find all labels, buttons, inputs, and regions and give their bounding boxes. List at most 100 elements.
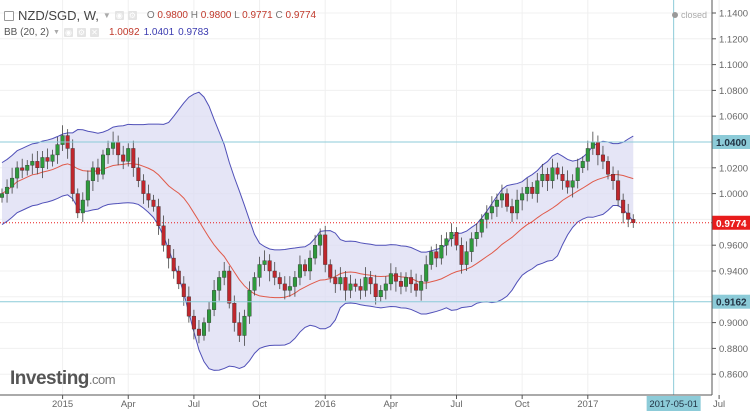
candle bbox=[55, 136, 60, 164]
eye-icon[interactable]: ◉ bbox=[114, 11, 124, 20]
y-tick-label: 1.1200 bbox=[719, 34, 748, 45]
candle bbox=[156, 198, 161, 235]
candle-body bbox=[212, 290, 217, 310]
candle-body bbox=[449, 232, 454, 239]
price-label: 0.9162 bbox=[716, 298, 747, 309]
candle-body bbox=[338, 277, 343, 285]
candle-body bbox=[515, 199, 520, 214]
open-label: O bbox=[146, 10, 155, 21]
candle-body bbox=[606, 161, 611, 175]
bb-upper-value: 1.0401 bbox=[143, 27, 175, 38]
candle bbox=[454, 227, 459, 251]
candle bbox=[348, 274, 353, 299]
candle bbox=[479, 214, 484, 238]
candle bbox=[196, 320, 201, 344]
open-value: 0.9800 bbox=[157, 10, 188, 21]
collapse-icon[interactable] bbox=[4, 10, 14, 21]
eye-icon[interactable]: ◉ bbox=[63, 28, 73, 37]
candle bbox=[252, 272, 257, 296]
bb-basis-value: 1.0092 bbox=[108, 27, 140, 38]
candle-body bbox=[20, 167, 25, 171]
candle bbox=[505, 188, 510, 212]
chart-legend: NZD/SGD, W, ▼ ◉ ⚙ O 0.9800 H 0.9800 L 0.9… bbox=[4, 8, 316, 23]
candle bbox=[100, 149, 105, 180]
chevron-down-icon[interactable]: ▼ bbox=[102, 11, 111, 20]
y-tick-label: 0.9000 bbox=[719, 318, 748, 329]
candle-body bbox=[565, 180, 570, 188]
candle-body bbox=[368, 277, 373, 285]
candle-body bbox=[252, 277, 257, 291]
candle-body bbox=[530, 186, 535, 194]
candle-body bbox=[439, 244, 444, 259]
close-icon[interactable]: ✕ bbox=[89, 28, 99, 37]
candle-body bbox=[60, 135, 65, 145]
price-label: 1.0400 bbox=[716, 138, 747, 149]
y-tick-label: 0.9600 bbox=[719, 241, 748, 252]
candle-body bbox=[353, 283, 358, 287]
candle bbox=[95, 158, 100, 182]
candle bbox=[272, 261, 277, 286]
investing-logo: Investing.com bbox=[10, 368, 116, 390]
candle bbox=[35, 151, 40, 175]
candle bbox=[80, 192, 85, 222]
candle-body bbox=[262, 260, 267, 265]
candle bbox=[247, 281, 252, 324]
high-value: 0.9800 bbox=[200, 10, 232, 21]
candle-body bbox=[505, 193, 510, 207]
candle bbox=[358, 278, 363, 300]
candle bbox=[434, 243, 439, 268]
candle bbox=[186, 286, 191, 323]
candle-body bbox=[146, 193, 151, 201]
candle-body bbox=[70, 148, 75, 194]
gear-icon[interactable]: ⚙ bbox=[127, 11, 137, 20]
candle-body bbox=[217, 277, 222, 291]
candle bbox=[388, 263, 393, 291]
candle-body bbox=[10, 177, 15, 188]
candle bbox=[30, 153, 35, 175]
candle-body bbox=[267, 260, 272, 272]
candle-body bbox=[616, 180, 621, 201]
candle-body bbox=[151, 199, 156, 207]
close-label: C bbox=[275, 10, 283, 21]
candle-body bbox=[222, 270, 227, 278]
candle-body bbox=[0, 193, 4, 198]
candle bbox=[545, 167, 550, 192]
candle-body bbox=[580, 161, 585, 169]
candle-body bbox=[282, 283, 287, 291]
chevron-down-icon[interactable]: ▼ bbox=[53, 29, 60, 36]
gear-icon[interactable]: ⚙ bbox=[76, 28, 86, 37]
candle-body bbox=[444, 238, 449, 246]
candle-body bbox=[590, 141, 595, 149]
candle bbox=[75, 188, 80, 219]
candle-body bbox=[141, 180, 146, 194]
candle-body bbox=[292, 277, 297, 287]
price-label-box bbox=[712, 294, 750, 309]
symbol-title: NZD/SGD, W, bbox=[18, 8, 99, 23]
candle bbox=[398, 272, 403, 295]
candle bbox=[363, 267, 368, 297]
candle-body bbox=[85, 180, 90, 201]
y-tick-label: 1.0800 bbox=[719, 86, 748, 97]
candle-body bbox=[111, 141, 116, 149]
candle bbox=[45, 148, 50, 170]
y-tick-label: 0.8800 bbox=[719, 344, 748, 355]
candle-body bbox=[419, 281, 424, 291]
candle bbox=[570, 174, 575, 198]
candle-body bbox=[600, 154, 605, 162]
candle bbox=[328, 259, 333, 283]
candle-body bbox=[363, 277, 368, 291]
candle-body bbox=[358, 286, 363, 291]
candle-body bbox=[464, 251, 469, 265]
candle bbox=[25, 160, 30, 176]
candle bbox=[449, 223, 454, 247]
candle-body bbox=[383, 283, 388, 291]
bollinger-upper-line bbox=[1, 91, 634, 253]
candle bbox=[550, 158, 555, 189]
candle-body bbox=[100, 154, 105, 175]
candle-body bbox=[186, 296, 191, 317]
candle-body bbox=[35, 161, 40, 169]
indicator-legend: BB (20, 2) ▼ ◉ ⚙ ✕ 1.0092 1.0401 0.9783 bbox=[4, 27, 209, 38]
candle-body bbox=[55, 144, 60, 156]
candle bbox=[429, 246, 434, 270]
